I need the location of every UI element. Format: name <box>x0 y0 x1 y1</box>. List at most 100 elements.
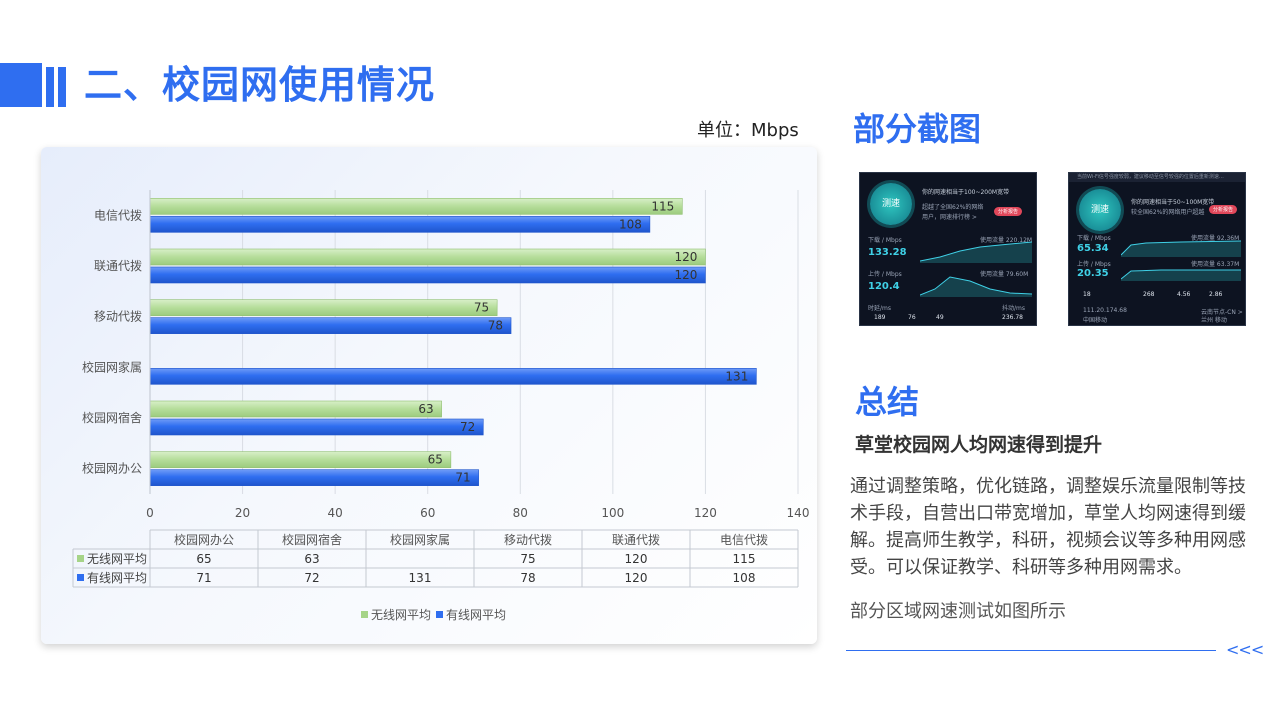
wireless-bar <box>149 198 683 215</box>
table-header-cell: 电信代拨 <box>720 533 768 547</box>
download-speed: 133.28 <box>868 247 907 258</box>
signal-warning: 当前Wi-Fi信号强度较弱，建议移动至信号较强的位置后重新测速… <box>1069 173 1245 182</box>
legend-label: 有线网平均 <box>446 608 506 622</box>
x-tick-label: 140 <box>787 506 810 520</box>
shot-text: 下载 / Mbps <box>1077 235 1111 242</box>
download-graph <box>920 241 1032 263</box>
x-tick-label: 80 <box>513 506 528 520</box>
x-tick-label: 100 <box>601 506 624 520</box>
page-title: 二、校园网使用情况 <box>84 63 436 107</box>
shot-text: 上传 / Mbps <box>868 271 902 278</box>
shot-text: 时延/ms <box>868 305 891 312</box>
x-tick-label: 0 <box>146 506 154 520</box>
bar-value-label: 108 <box>619 217 642 231</box>
shot-text: 2.86 <box>1209 291 1223 298</box>
table-cell: 108 <box>733 571 756 585</box>
bar-value-label: 78 <box>488 319 503 333</box>
footer-arrows: <<< <box>1226 640 1264 659</box>
shot-text: 189 <box>874 314 886 321</box>
legend-swatch-wired <box>436 611 443 618</box>
x-tick-label: 120 <box>694 506 717 520</box>
bar-value-label: 71 <box>455 471 470 485</box>
bar-value-label: 131 <box>725 369 748 383</box>
table-cell: 131 <box>409 571 432 585</box>
wired-bar <box>149 418 484 436</box>
shot-text: 中国移动 <box>1083 317 1108 324</box>
bar-chart-card: 0 20 40 60 80 100 120 140 校园网办公 65 71 校园网宿舍 63 72 校园网家… <box>41 147 817 644</box>
unit-label: 单位：Mbps <box>697 120 799 141</box>
download-graph <box>1121 240 1241 257</box>
table-cell: 120 <box>625 552 648 566</box>
upload-speed: 120.4 <box>868 281 900 292</box>
wired-bar <box>149 469 479 486</box>
table-cell: 115 <box>733 552 756 566</box>
wireless-bar <box>149 451 452 468</box>
shot-text: 你的网速相当于100~200M宽带 <box>922 189 1010 196</box>
shot-text: 你的网速相当于50~100M宽带 <box>1131 199 1215 206</box>
title-accent-stripe <box>58 67 66 107</box>
wired-bar <box>149 317 512 334</box>
table-cell: 120 <box>625 571 648 585</box>
table-cell: 63 <box>304 552 319 566</box>
y-category-label: 移动代拨 <box>94 310 142 324</box>
wired-swatch <box>77 574 84 581</box>
speedtest-start-button: 测速 <box>1079 189 1121 231</box>
wireless-swatch <box>77 555 84 562</box>
wireless-bar <box>149 299 498 316</box>
table-header-cell: 移动代拨 <box>504 533 552 547</box>
shot-text: 下载 / Mbps <box>868 237 902 244</box>
table-row-label: 有线网平均 <box>87 571 147 585</box>
bar-value-label: 65 <box>428 453 443 467</box>
shot-text: 兰州 移动 <box>1201 317 1227 324</box>
shot-text: 111.20.174.68 <box>1083 307 1127 314</box>
wireless-bar <box>149 248 706 266</box>
table-header-cell: 校园网办公 <box>174 532 234 547</box>
table-cell: 75 <box>520 552 535 566</box>
summary-note: 部分区域网速测试如图所示 <box>850 601 1066 622</box>
wired-bar <box>149 368 757 385</box>
shot-text: 上传 / Mbps <box>1077 261 1111 268</box>
shot-text: 使用流量 63.37M <box>1191 261 1240 268</box>
shot-text: 使用流量 92.36M <box>1191 235 1240 242</box>
speedtest-start-button: 测速 <box>870 183 912 225</box>
y-category-label: 校园网办公 <box>82 461 142 476</box>
table-cell: 78 <box>520 571 535 585</box>
table-header-cell: 校园网宿舍 <box>282 532 342 547</box>
bar-chart: 0 20 40 60 80 100 120 140 校园网办公 65 71 校园网宿舍 63 72 校园网家… <box>72 190 810 622</box>
table-cell: 65 <box>196 552 211 566</box>
download-speed: 65.34 <box>1077 243 1109 254</box>
shot-text: 抖动/ms <box>1002 305 1025 312</box>
bar-value-label: 120 <box>675 250 698 264</box>
bar-value-label: 63 <box>418 402 433 416</box>
y-category-label: 校园网家属 <box>82 359 142 374</box>
table-row-label: 无线网平均 <box>87 552 147 566</box>
shot-text: 49 <box>936 314 944 321</box>
speedtest-screenshot-1: 测速 你的网速相当于100~200M宽带 超越了全国62%的网络 用户，网速排行… <box>859 172 1037 326</box>
shot-text: 4.56 <box>1177 291 1191 298</box>
shot-text: 236.78 <box>1002 314 1023 321</box>
analysis-badge: 分析报告 <box>994 207 1023 216</box>
table-cell: 72 <box>304 571 319 585</box>
table-cell: 71 <box>196 571 211 585</box>
shot-text: 超越了全国62%的网络 <box>922 204 984 211</box>
x-tick-label: 60 <box>420 506 435 520</box>
title-accent-stripe <box>46 67 54 107</box>
wireless-bar <box>149 400 442 418</box>
upload-speed: 20.35 <box>1077 268 1109 279</box>
x-tick-label: 40 <box>328 506 343 520</box>
y-category-label: 联通代拨 <box>94 259 142 273</box>
table-header-cell: 联通代拨 <box>612 533 660 547</box>
x-tick-label: 20 <box>235 506 250 520</box>
shot-text: 用户，网速排行榜 > <box>922 214 977 221</box>
shot-text: 较全国62%的网络用户超越 <box>1131 209 1205 216</box>
legend-swatch-wireless <box>361 611 368 618</box>
speedtest-screenshot-2: 当前Wi-Fi信号强度较弱，建议移动至信号较强的位置后重新测速… 测速 你的网速… <box>1068 172 1246 326</box>
analysis-badge: 分析报告 <box>1209 205 1238 214</box>
table-header-cell: 校园网家属 <box>390 532 450 547</box>
upload-graph <box>1121 269 1241 281</box>
legend-label: 无线网平均 <box>371 608 431 622</box>
shot-text: 云南节点-CN > <box>1201 309 1243 316</box>
wired-bar <box>149 216 651 233</box>
shot-text: 使用流量 79.60M <box>980 271 1029 278</box>
upload-graph <box>920 276 1032 297</box>
